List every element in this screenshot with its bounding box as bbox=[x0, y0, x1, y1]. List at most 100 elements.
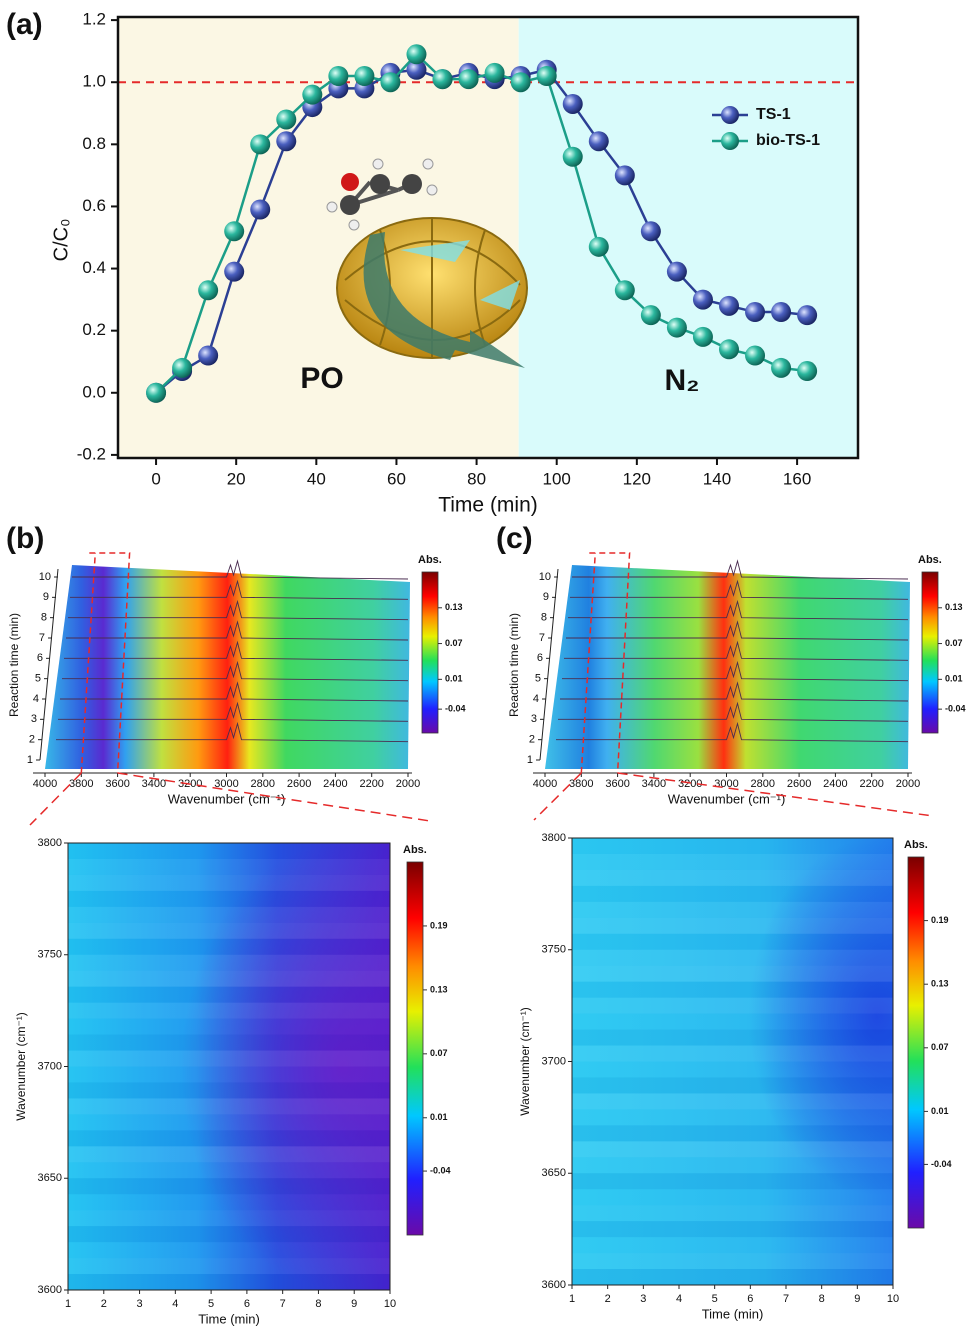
heatmap-contour bbox=[572, 901, 893, 918]
colorbar-tick-label: -0.04 bbox=[445, 704, 466, 714]
colorbar-tick-label: 0.01 bbox=[445, 674, 463, 684]
colorbar-tick-label: -0.04 bbox=[945, 704, 966, 714]
heatmap-contour bbox=[572, 1173, 893, 1190]
x-tick-label: 2400 bbox=[323, 778, 347, 790]
x-tick-label: 0 bbox=[151, 469, 160, 488]
data-point bbox=[484, 62, 505, 83]
y-tick-label: 2 bbox=[529, 734, 535, 746]
heatmap-contour bbox=[572, 1205, 893, 1222]
heatmap-contour bbox=[572, 1014, 893, 1030]
data-point bbox=[198, 280, 219, 301]
y-axis bbox=[39, 568, 59, 761]
spectrum-trace bbox=[560, 681, 909, 702]
data-point bbox=[250, 134, 271, 155]
heatmap-contour bbox=[572, 1157, 893, 1174]
spectrum-trace bbox=[562, 660, 909, 682]
x-axis-title: Wavenumber (cm⁻¹) bbox=[668, 791, 786, 806]
data-point bbox=[666, 317, 687, 338]
annotation: N₂ bbox=[665, 364, 700, 397]
colorbar-tick-label: 0.13 bbox=[445, 602, 463, 612]
colorbar-title: Abs. bbox=[403, 844, 427, 856]
heatmap-contour bbox=[572, 1093, 893, 1110]
spectrum-trace bbox=[58, 701, 409, 722]
y-tick-label: 7 bbox=[39, 632, 45, 644]
colorbar-tick-label: 0.07 bbox=[945, 638, 963, 648]
x-tick-label: 10 bbox=[384, 1298, 396, 1310]
y-axis-title: Wavenumber (cm⁻¹) bbox=[518, 1007, 532, 1116]
heatmap-contour bbox=[572, 1221, 893, 1238]
y-tick-label: 1.2 bbox=[82, 10, 106, 29]
x-tick-label: 3400 bbox=[142, 778, 166, 790]
x-tick-label: 100 bbox=[543, 469, 571, 488]
heatmap-contour bbox=[68, 858, 390, 875]
heatmap-contour bbox=[572, 917, 893, 934]
y-tick-label: 8 bbox=[541, 612, 547, 624]
data-point bbox=[797, 361, 818, 382]
x-tick-label: 120 bbox=[623, 469, 651, 488]
data-point bbox=[302, 84, 323, 105]
heatmap-contour bbox=[572, 1062, 893, 1078]
spectral-surface bbox=[545, 565, 910, 769]
x-tick-label: 3 bbox=[640, 1293, 646, 1305]
panel-label: (b) bbox=[6, 522, 44, 555]
heatmap-contour bbox=[572, 934, 893, 950]
y-axis-title: Wavenumber (cm⁻¹) bbox=[14, 1012, 28, 1121]
colorbar-title: Abs. bbox=[418, 554, 442, 566]
spectrum-trace bbox=[60, 681, 409, 702]
heatmap-core bbox=[68, 843, 390, 1290]
y-tick-label: 3600 bbox=[542, 1279, 566, 1291]
y-tick-label: 3650 bbox=[38, 1172, 62, 1184]
x-tick-label: 7 bbox=[280, 1298, 286, 1310]
colorbar bbox=[421, 571, 439, 734]
x-tick-label: 80 bbox=[467, 469, 486, 488]
heatmap-contour bbox=[68, 1194, 390, 1210]
x-tick-label: 3000 bbox=[714, 778, 738, 790]
spectral-surface bbox=[45, 565, 410, 769]
spectrum-trace bbox=[62, 660, 409, 682]
background-layer bbox=[45, 17, 910, 1290]
data-point bbox=[771, 302, 792, 323]
spectrum-trace bbox=[70, 579, 409, 600]
heatmap-contour bbox=[572, 1237, 893, 1253]
illustration bbox=[326, 158, 528, 368]
y-tick-label: -0.2 bbox=[77, 444, 106, 463]
y-tick-label: 3 bbox=[31, 713, 37, 725]
y-tick-label: 0.8 bbox=[82, 134, 106, 153]
y-tick-label: 10 bbox=[539, 571, 551, 583]
y-tick-label: 6 bbox=[537, 652, 543, 664]
data-point bbox=[354, 66, 375, 87]
spectrum-trace bbox=[72, 559, 409, 580]
colorbar-tick-label: 0.01 bbox=[945, 674, 963, 684]
y-tick-label: 5 bbox=[535, 673, 541, 685]
x-tick-label: 4000 bbox=[533, 778, 557, 790]
zoom-lines bbox=[533, 772, 934, 821]
data-point bbox=[640, 305, 661, 326]
data-point bbox=[666, 261, 687, 282]
heatmap-contour bbox=[68, 970, 390, 987]
x-tick-label: 1 bbox=[65, 1298, 71, 1310]
y-tick-label: 3800 bbox=[38, 837, 62, 849]
y-tick-label: 1 bbox=[527, 754, 533, 766]
y-tick-label: 1 bbox=[27, 754, 33, 766]
foreground-layer: 0 20 40 60 80 100 120 140 160 -0.2 0.0 0.2 0.4 0.6 0.8… bbox=[6, 8, 966, 1327]
x-tick-label: 2600 bbox=[287, 778, 311, 790]
x-tick-label: 4000 bbox=[33, 778, 57, 790]
x-tick-label: 2000 bbox=[896, 778, 920, 790]
y-tick-label: 1.0 bbox=[82, 72, 106, 91]
data-point bbox=[198, 345, 219, 366]
y-tick-label: 0.6 bbox=[82, 196, 106, 215]
x-tick-label: 2000 bbox=[396, 778, 420, 790]
legend-marker bbox=[721, 106, 739, 124]
data-point bbox=[276, 131, 297, 152]
heatmap-contour bbox=[68, 1210, 390, 1227]
heatmap-contour bbox=[68, 1226, 390, 1243]
data-point bbox=[614, 280, 635, 301]
heatmap-contour bbox=[572, 1125, 893, 1142]
x-tick-label: 1 bbox=[569, 1293, 575, 1305]
x-axis-title: Time (min) bbox=[198, 1311, 260, 1326]
data-point bbox=[588, 131, 609, 152]
data-point bbox=[380, 72, 401, 93]
x-tick-label: 9 bbox=[854, 1293, 860, 1305]
spectrum-trace bbox=[558, 701, 909, 722]
heatmap-contour bbox=[68, 1242, 390, 1258]
